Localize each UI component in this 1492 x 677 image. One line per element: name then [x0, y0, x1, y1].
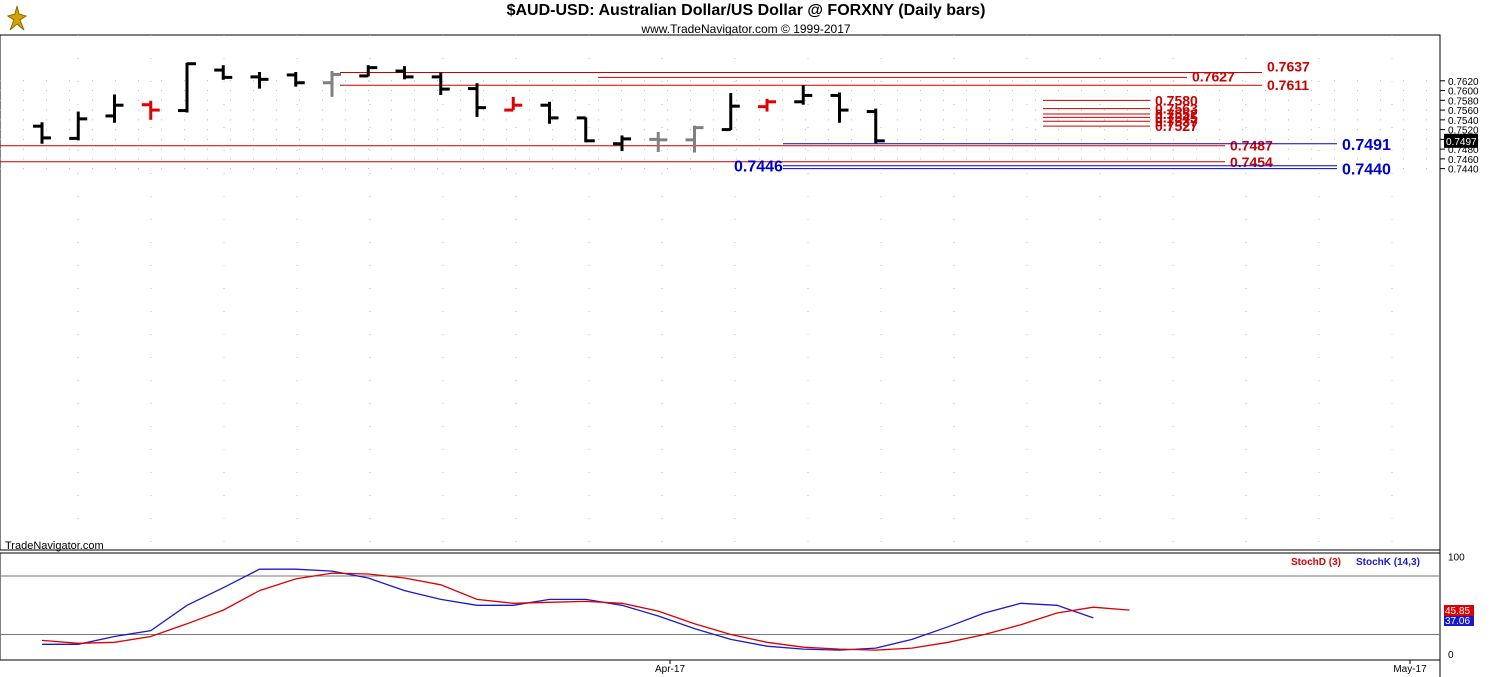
stochK-value-label: 37.06: [1445, 616, 1470, 627]
stochD-value-badge: [1444, 605, 1474, 616]
stochD-legend: StochD (3): [1291, 557, 1341, 568]
level-label-0.7580: 0.7580: [1155, 92, 1198, 108]
price-tick-label: 0.7460: [1448, 155, 1479, 166]
level-label-0.7563: 0.7563: [1155, 101, 1198, 117]
stochK-line: [42, 568, 1094, 651]
oscillator-panel-frame: [0, 552, 1441, 661]
price-tick-label: 0.7520: [1448, 126, 1479, 137]
last-price-label: 0.7497: [1446, 137, 1477, 148]
level-label-0.7454: 0.7454: [1230, 154, 1273, 170]
level-label-0.7440: 0.7440: [1342, 162, 1391, 179]
level-label-0.7637: 0.7637: [1267, 59, 1310, 75]
level-label-0.7491: 0.7491: [1342, 137, 1391, 154]
price-tick-label: 0.7560: [1448, 106, 1479, 117]
stochD-value-label: 45.85: [1445, 606, 1470, 617]
level-label-0.7552: 0.7552: [1155, 106, 1198, 122]
price-tick-label: 0.7620: [1448, 77, 1479, 88]
level-label-0.7627: 0.7627: [1192, 68, 1235, 84]
level-label-0.7487: 0.7487: [1230, 138, 1273, 154]
level-label-0.7537: 0.7537: [1155, 113, 1198, 129]
level-label-0.7446: 0.7446: [734, 159, 783, 176]
price-tick-label: 0.7480: [1448, 145, 1479, 156]
stochK-legend: StochK (14,3): [1356, 557, 1420, 568]
chart-subtitle: www.TradeNavigator.com © 1999-2017: [641, 22, 851, 36]
price-tick-label: 0.7600: [1448, 87, 1479, 98]
level-label-0.7611: 0.7611: [1267, 77, 1309, 93]
stochK-value-badge: [1444, 616, 1474, 626]
price-tick-label: 0.7540: [1448, 116, 1479, 127]
level-label-0.7545: 0.7545: [1155, 109, 1198, 125]
watermark: TradeNavigator.com: [5, 540, 104, 552]
price-tick-label: 0.7440: [1448, 165, 1479, 176]
x-tick-label: May-17: [1393, 664, 1427, 675]
last-price-badge: [1444, 133, 1478, 148]
level-label-0.7527: 0.7527: [1155, 118, 1198, 134]
trade-navigator-logo-icon: [4, 4, 30, 32]
chart-title: $AUD-USD: Australian Dollar/US Dollar @ …: [506, 2, 986, 19]
price-tick-label: 0.7580: [1448, 96, 1479, 107]
stochD-line: [41, 572, 1130, 651]
stoch-tick-label: 100: [1448, 553, 1465, 564]
stoch-tick-label: 0: [1448, 650, 1454, 661]
x-tick-label: Apr-17: [655, 664, 685, 675]
price-panel-frame: [0, 34, 1441, 551]
